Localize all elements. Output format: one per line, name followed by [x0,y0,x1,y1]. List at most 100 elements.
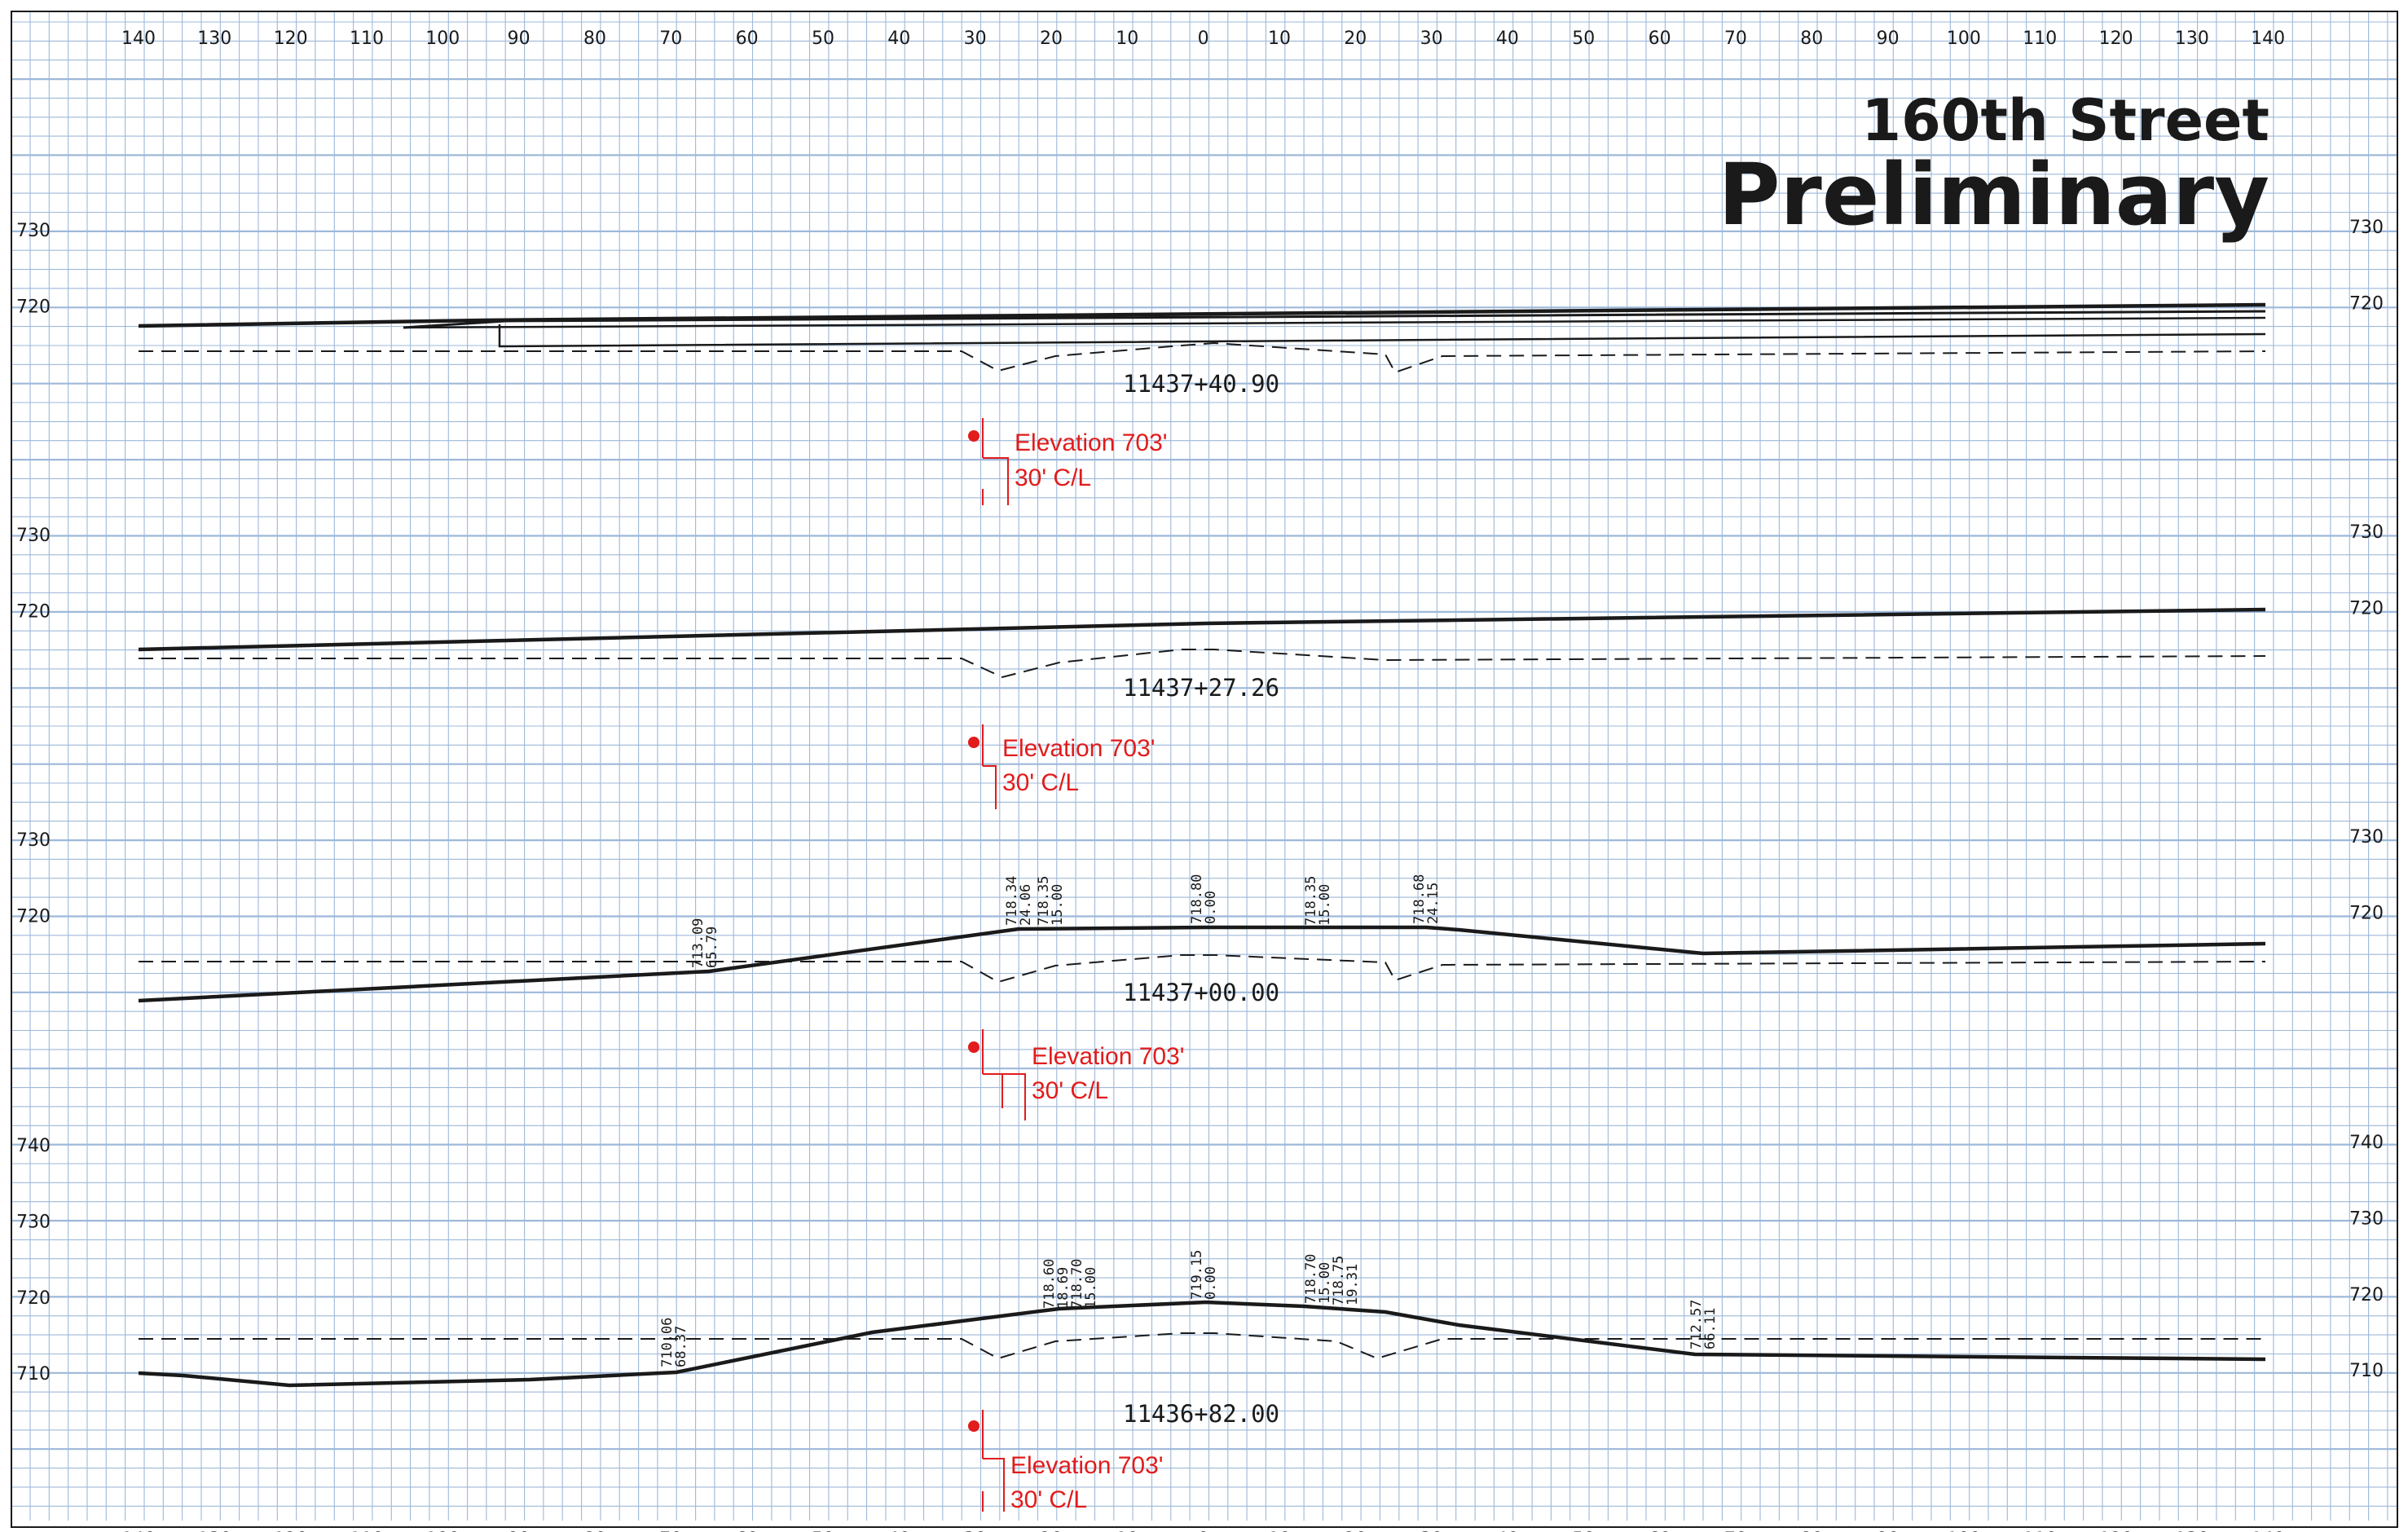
bottom-offset-tick-label: 140 [121,1530,156,1532]
section-4-point-offset: 0.00 [1203,1266,1219,1300]
bottom-offset-tick-label: 70 [659,1530,682,1532]
bottom-offset-tick-label: 110 [2023,1530,2057,1532]
section-3-note-offset: 30' C/L [1032,1077,1108,1104]
bottom-offset-tick-label: 30 [1420,1530,1443,1532]
section-1-note-elevation: Elevation 703' [1015,429,1168,456]
bottom-offset-tick-label: 60 [1649,1530,1671,1532]
section-4-point-offset: 15.00 [1083,1267,1099,1309]
section-1-road-line-b [403,316,2266,329]
top-offset-tick-label: 20 [1040,29,1063,49]
section-2-note-marker [968,737,979,748]
section-3-ground-line [138,925,2266,1003]
section-3-profile [138,925,2266,1003]
sheet-border [11,11,2398,1528]
section-3-note: Elevation 703' 30' C/L [968,1029,1185,1120]
section-1-ground-line [138,302,2266,328]
elevation-tick-label-left: 710 [16,1364,51,1385]
elevation-tick-label-right: 720 [2349,1285,2384,1305]
section-3-point-offset: 24.15 [1425,883,1442,924]
section-3-point-offset: 15.00 [1050,884,1066,926]
bottom-offset-tick-label: 60 [736,1530,759,1532]
section-1-note: Elevation 703' 30' C/L [968,418,1168,505]
sheet-title: 160th Street [1861,87,2269,154]
section-1-road-line-a [403,310,2266,329]
top-offset-tick-label: 120 [2099,29,2133,49]
bottom-offset-tick-label: 90 [508,1530,530,1532]
sheet-subtitle: Preliminary [1718,145,2269,244]
section-1-note-leader [982,418,1009,505]
top-offset-tick-label: 60 [1649,29,1671,49]
elevation-tick-label-right: 730 [2349,522,2384,543]
bottom-offset-axis: 1401301201101009080706050403020100102030… [121,1530,2285,1532]
section-1-profile [138,302,2266,374]
section-1-road-line-c [498,324,2266,348]
top-offset-tick-label: 90 [1877,29,1900,49]
top-offset-tick-label: 30 [1420,29,1443,49]
section-4-point-elevation: 719.15 [1189,1250,1205,1300]
elevation-tick-label-left: 730 [16,526,51,546]
section-3-point-offset: 24.06 [1018,884,1034,926]
section-2: 11437+27.26 Elevation 703' 30' C/L [138,607,2266,809]
bottom-offset-tick-label: 40 [887,1530,910,1532]
section-2-note-leader [982,724,997,809]
elevation-tick-label-right: 730 [2349,1208,2384,1229]
bottom-offset-tick-label: 40 [1496,1530,1519,1532]
top-offset-tick-label: 20 [1344,29,1367,49]
top-offset-tick-label: 70 [659,29,682,49]
section-4-note: Elevation 703' 30' C/L [968,1410,1164,1513]
bottom-offset-tick-label: 10 [1268,1530,1291,1532]
section-2-note-elevation: Elevation 703' [1002,735,1156,762]
section-4-point-offset: 19.31 [1345,1264,1361,1305]
section-4-note-leader [982,1410,1005,1512]
elevation-tick-label-right: 730 [2349,827,2384,847]
section-3-point-offset: 65.79 [704,927,720,968]
top-offset-tick-label: 100 [425,29,460,49]
section-2-note-offset: 30' C/L [1002,769,1079,796]
bottom-offset-tick-label: 130 [2175,1530,2209,1532]
top-offset-tick-label: 140 [2251,29,2285,49]
section-4-point-offset: 68.37 [673,1326,689,1367]
elevation-tick-label-left: 730 [16,1212,51,1232]
section-1-station-label: 11437+40.90 [1123,370,1279,398]
section-2-profile [138,607,2266,679]
section-4-point-elevation: 712.57 [1688,1300,1705,1349]
section-3-point-elevation: 718.35 [1036,876,1052,926]
section-3-point-elevation: 718.35 [1303,876,1319,926]
section-3-point-elevation: 718.68 [1411,874,1428,924]
section-3-point-elevation: 718.34 [1004,876,1020,926]
top-offset-tick-label: 130 [2175,29,2209,49]
elevation-axes: 730 730 720 720 730 730 720 720 730 730 720 720 740 7… [16,218,2384,1385]
top-offset-tick-label: 40 [1496,29,1519,49]
section-3-point-offset: 0.00 [1203,891,1219,924]
bottom-offset-tick-label: 120 [2099,1530,2133,1532]
section-4-point-offset: 15.00 [1317,1262,1333,1304]
section-4-point-elevation: 718.70 [1069,1259,1085,1309]
section-3-note-leader [982,1029,1026,1120]
section-4-point-elevation: 718.70 [1303,1254,1319,1304]
section-3-point-offset: 15.00 [1317,884,1333,926]
bottom-offset-tick-label: 100 [1947,1530,1981,1532]
bottom-offset-tick-label: 120 [274,1530,308,1532]
elevation-tick-label-left: 740 [16,1136,51,1156]
elevation-tick-label-right: 720 [2349,598,2384,619]
section-4-point-labels: 710.06 68.37 718.60 18.69 718.70 15.00 7… [659,1250,1719,1367]
elevation-tick-label-left: 720 [16,601,51,622]
top-offset-tick-label: 90 [508,29,530,49]
top-offset-tick-label: 0 [1198,29,1209,49]
bottom-offset-tick-label: 20 [1344,1530,1367,1532]
elevation-tick-label-left: 720 [16,297,51,317]
section-3-note-elevation: Elevation 703' [1032,1043,1185,1070]
section-2-note: Elevation 703' 30' C/L [968,724,1156,809]
elevation-tick-label-left: 720 [16,906,51,927]
elevation-tick-label-right: 720 [2349,293,2384,314]
section-4-existing-ground [139,1332,2265,1360]
section-1-note-offset: 30' C/L [1015,464,1091,491]
bottom-offset-tick-label: 90 [1877,1530,1900,1532]
top-offset-axis: 140 130 120 110 100 90 80 70 60 50 40 30 20 10 0 10 20 30… [121,29,2285,49]
bottom-offset-tick-label: 20 [1040,1530,1063,1532]
bottom-offset-tick-label: 0 [1198,1530,1209,1532]
top-offset-tick-label: 130 [197,29,231,49]
bottom-offset-tick-label: 140 [2251,1530,2285,1532]
section-4-point-offset: 18.69 [1055,1267,1072,1309]
